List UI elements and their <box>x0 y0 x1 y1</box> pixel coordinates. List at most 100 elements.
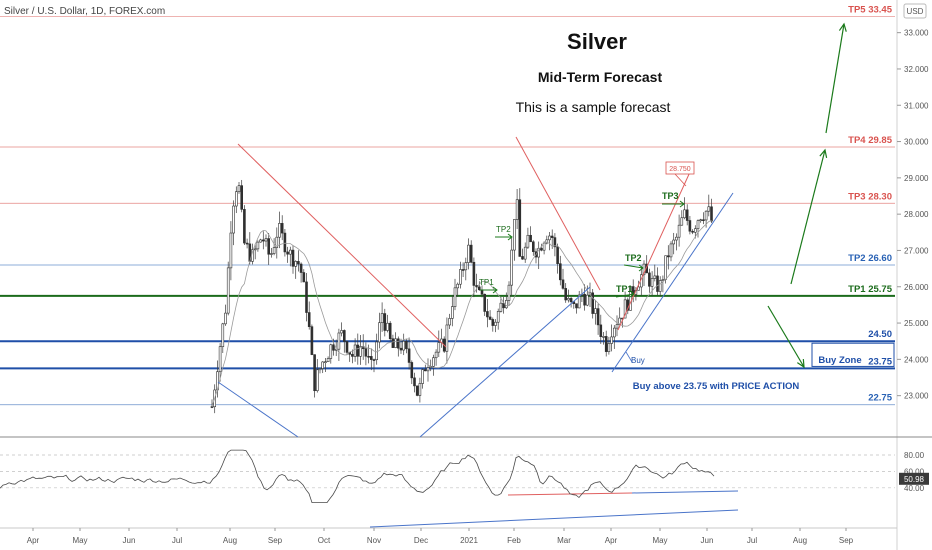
candle-body <box>642 263 646 276</box>
candle-body <box>272 247 276 254</box>
candle-body <box>351 353 354 357</box>
candle-body <box>378 322 381 343</box>
time-tick-label: Aug <box>793 536 807 545</box>
candle-body <box>372 359 376 361</box>
candle-body <box>629 286 632 311</box>
buy-marker: Buy <box>631 356 645 365</box>
candle-body <box>637 286 640 291</box>
candle-body <box>421 369 424 384</box>
candle-body <box>369 356 373 360</box>
target-arrow-tp1-b <box>480 286 498 294</box>
candle-body <box>383 313 387 331</box>
chart-subtitle: Mid-Term Forecast <box>538 69 663 85</box>
candle-body <box>426 367 430 372</box>
rsi-line <box>0 449 715 503</box>
candle-body <box>315 369 319 392</box>
candle-body <box>680 217 684 226</box>
forecast-path <box>790 149 826 285</box>
price-tick-label: 33.000 <box>904 29 929 38</box>
candle-body <box>483 293 487 312</box>
candle-body <box>504 300 508 309</box>
candle-body <box>688 220 692 232</box>
chart-title: Silver <box>567 29 627 54</box>
candle-body <box>280 223 284 234</box>
candle-body <box>696 220 700 230</box>
candle-body <box>683 209 686 219</box>
target-arrow-tp3 <box>662 200 685 208</box>
price-tick-label: 27.000 <box>904 246 929 255</box>
candle-body <box>693 228 697 233</box>
candle-body <box>577 294 581 309</box>
rsi-current-label: 50.98 <box>904 475 925 484</box>
candle-body <box>291 249 295 267</box>
price-tick-label: 28.000 <box>904 210 929 219</box>
candle-body <box>342 330 346 342</box>
candle-body <box>650 278 654 287</box>
candle-body <box>313 354 316 392</box>
candle-body <box>648 272 651 287</box>
candle-body <box>464 262 468 271</box>
price-tick-label: 26.000 <box>904 283 929 292</box>
target-head <box>629 290 635 298</box>
candle-body <box>513 219 516 251</box>
candle-body <box>226 267 230 314</box>
candle-body <box>450 306 454 319</box>
time-tick-label: Jun <box>123 536 136 545</box>
forecast-arrow-down <box>767 305 805 369</box>
forecast-arrow-up-2 <box>825 22 847 134</box>
candle-body <box>353 344 357 357</box>
candle-body <box>332 344 335 351</box>
time-tick-label: Mar <box>557 536 571 545</box>
candle-body <box>507 284 511 301</box>
candle-body <box>699 219 703 222</box>
moving-average-line <box>211 220 712 407</box>
candle-body <box>432 357 435 367</box>
time-tick-label: May <box>72 536 87 545</box>
candle-body <box>675 236 678 241</box>
time-tick-label: 2021 <box>460 536 478 545</box>
time-tick-label: Jun <box>701 536 714 545</box>
candle-body <box>548 235 551 241</box>
target-head <box>507 233 513 241</box>
annotation-tp1-b: TP1 <box>479 278 494 287</box>
buy-zone-label: Buy Zone <box>818 355 861 366</box>
time-tick-label: May <box>652 536 667 545</box>
candle-body <box>456 283 460 289</box>
candle-body <box>410 362 414 379</box>
candle-body <box>669 243 673 258</box>
forecast-path <box>825 23 845 134</box>
candle-body <box>496 311 500 323</box>
candle-body <box>556 246 559 264</box>
candle-body <box>707 206 711 212</box>
price-tick-label: 30.000 <box>904 138 929 147</box>
target-line <box>615 293 635 298</box>
target-head <box>679 200 685 208</box>
candle-body <box>521 256 524 260</box>
annotation-tp3: TP3 <box>662 191 679 201</box>
candle-body <box>340 330 343 334</box>
time-axis: Apr May Jun Jul Aug Sep Oct Nov Dec 2021 Feb Mar Apr… <box>27 528 854 545</box>
arrow-head <box>819 148 828 158</box>
candle-body <box>653 275 657 279</box>
time-tick-label: Oct <box>318 536 331 545</box>
rsi-tick-label: 80.00 <box>904 451 925 460</box>
candle-body <box>318 368 322 371</box>
level-label-tp3: TP3 28.30 <box>848 191 892 202</box>
candle-body <box>477 286 481 291</box>
candle-body <box>585 294 589 306</box>
candle-body <box>558 263 562 281</box>
candle-body <box>356 344 360 357</box>
candle-body <box>359 346 362 357</box>
buy-zone-note: Buy above 23.75 with PRICE ACTION <box>633 381 800 392</box>
price-tick-label: 24.000 <box>904 355 929 364</box>
rsi-current-box <box>899 472 929 485</box>
rising-channel-top <box>617 171 691 331</box>
arrow-head <box>838 22 847 32</box>
time-tick-label: Jul <box>172 536 182 545</box>
candle-body <box>299 263 303 273</box>
level-label-tp5: TP5 33.45 <box>848 4 893 15</box>
candle-body <box>602 336 605 338</box>
candle-body <box>704 210 708 221</box>
annotation-tp2-b: TP2 <box>496 225 511 234</box>
candle-body <box>297 261 300 265</box>
